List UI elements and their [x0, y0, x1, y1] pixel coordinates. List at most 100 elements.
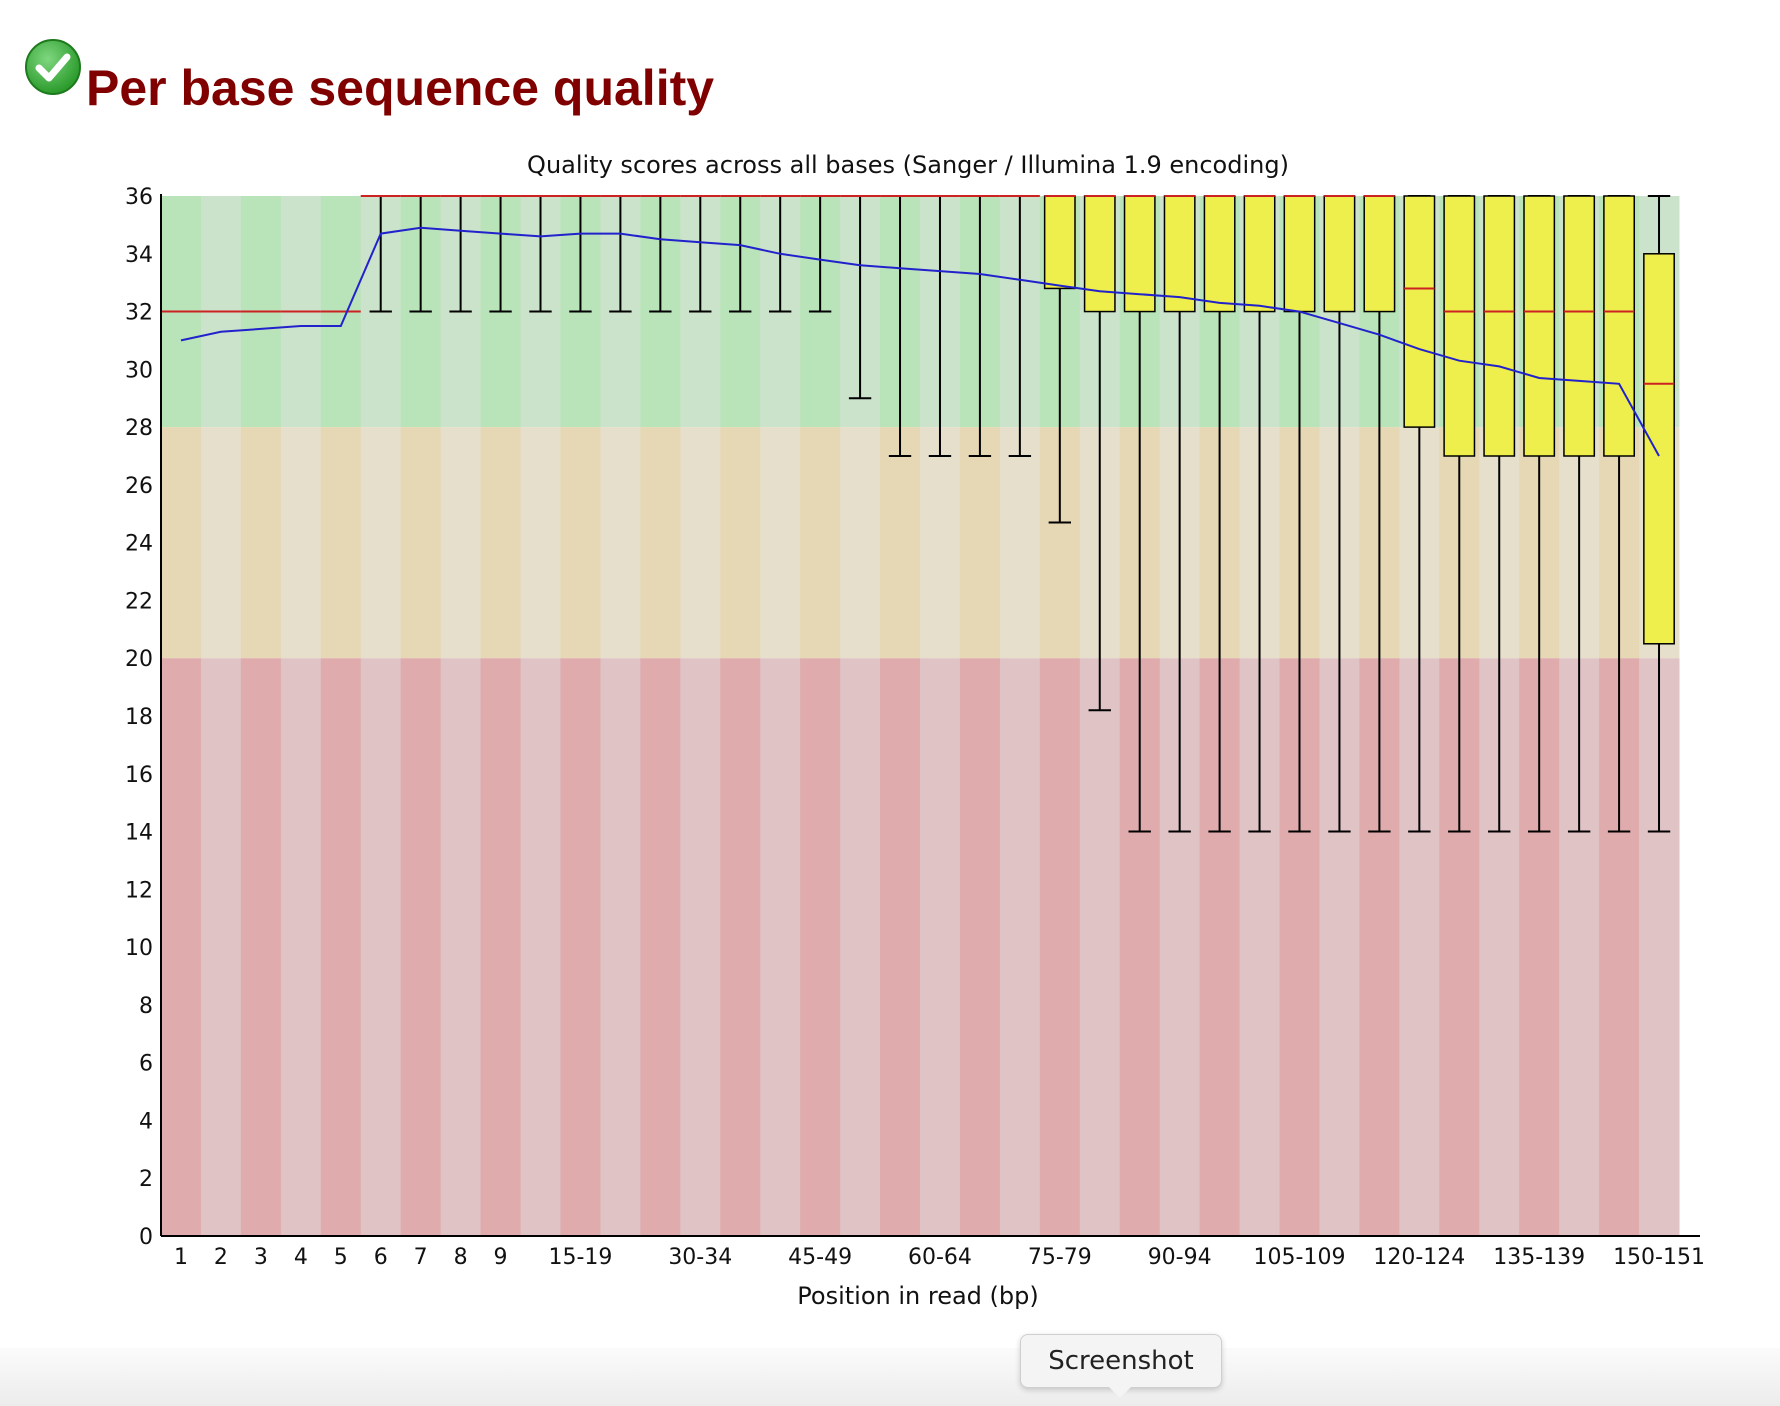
y-tick-label: 36	[125, 185, 153, 210]
iqr-box	[1083, 195, 1116, 313]
iqr-box	[1163, 195, 1196, 313]
zone-band-reasonable	[680, 427, 721, 659]
iqr-box	[1603, 195, 1636, 457]
zone-band-poor	[880, 658, 921, 1236]
zone-band-reasonable	[400, 427, 442, 659]
x-tick-label: 8	[454, 1245, 468, 1270]
zone-band-reasonable	[840, 427, 881, 659]
zone-band-reasonable	[920, 427, 961, 659]
iqr-box	[1563, 195, 1596, 457]
zone-band-poor	[280, 658, 322, 1236]
quality-zone-bands	[161, 196, 1680, 1236]
y-tick-label: 32	[125, 301, 153, 326]
x-tick-label: 120-124	[1373, 1245, 1465, 1270]
y-tick-label: 10	[125, 936, 153, 961]
module-title: Per base sequence quality	[86, 60, 715, 116]
zone-band-reasonable	[280, 427, 322, 659]
iqr-box	[1123, 195, 1156, 313]
box-plots	[161, 195, 1675, 833]
x-axis-label: Position in read (bp)	[797, 1282, 1038, 1310]
y-tick-label: 24	[125, 532, 153, 557]
zone-band-poor	[520, 658, 561, 1236]
zone-band-poor	[320, 658, 362, 1236]
tooltip-arrow	[1108, 1386, 1132, 1398]
x-tick-label: 135-139	[1493, 1245, 1585, 1270]
mean-line	[180, 226, 1660, 457]
zone-band-reasonable	[640, 427, 681, 659]
zone-band-poor	[600, 658, 641, 1236]
y-tick-label: 30	[125, 358, 153, 383]
iqr-box	[1323, 195, 1356, 313]
zone-band-poor	[400, 658, 442, 1236]
y-tick-label: 0	[139, 1225, 153, 1250]
zone-band-poor	[920, 658, 961, 1236]
x-tick-label: 45-49	[788, 1245, 852, 1270]
iqr-box	[1483, 195, 1516, 457]
y-tick-label: 12	[125, 878, 153, 903]
screenshot-tooltip: Screenshot	[1020, 1334, 1222, 1388]
y-tick-label: 6	[139, 1052, 153, 1077]
zone-band-poor	[240, 658, 282, 1236]
x-tick-label: 75-79	[1028, 1245, 1092, 1270]
x-tick-label: 90-94	[1148, 1245, 1212, 1270]
iqr-box	[1283, 195, 1316, 313]
zone-band-poor	[1079, 658, 1121, 1236]
x-tick-label: 1	[174, 1245, 188, 1270]
y-tick-label: 14	[125, 821, 153, 846]
x-tick-label: 2	[214, 1245, 228, 1270]
y-tick-label: 28	[125, 416, 153, 441]
x-tick-label: 7	[414, 1245, 428, 1270]
zone-band-reasonable	[560, 427, 601, 659]
zone-band-reasonable	[520, 427, 561, 659]
zone-band-reasonable	[880, 427, 921, 659]
iqr-box	[1043, 195, 1076, 290]
x-tick-label: 60-64	[908, 1245, 972, 1270]
y-tick-label: 16	[125, 763, 153, 788]
zone-band-poor	[1039, 658, 1081, 1236]
y-tick-label: 4	[139, 1109, 153, 1134]
zone-band-poor	[840, 658, 881, 1236]
y-tick-label: 34	[125, 243, 153, 268]
zone-band-poor	[480, 658, 522, 1236]
zone-band-reasonable	[240, 427, 282, 659]
iqr-box	[1403, 195, 1436, 428]
zone-band-reasonable	[760, 427, 801, 659]
x-tick-label: 6	[374, 1245, 388, 1270]
zone-band-poor	[999, 658, 1041, 1236]
y-tick-label: 18	[125, 705, 153, 730]
zone-band-poor	[959, 658, 1001, 1236]
y-tick-label: 22	[125, 589, 153, 614]
x-tick-label: 3	[254, 1245, 268, 1270]
x-tick-label: 9	[494, 1245, 508, 1270]
iqr-box	[1443, 195, 1476, 457]
zone-band-reasonable	[320, 427, 362, 659]
x-tick-label: 150-151	[1613, 1245, 1705, 1270]
y-tick-label: 8	[139, 994, 153, 1019]
mean-line-layer	[180, 226, 1660, 457]
iqr-box	[1243, 195, 1276, 313]
zone-band-poor	[640, 658, 681, 1236]
zone-band-reasonable	[600, 427, 641, 659]
iqr-box	[1363, 195, 1396, 313]
x-tick-label: 5	[334, 1245, 348, 1270]
y-tick-label: 20	[125, 647, 153, 672]
zone-band-poor	[440, 658, 482, 1236]
x-tick-label: 30-34	[668, 1245, 732, 1270]
iqr-box	[1203, 195, 1236, 313]
zone-band-poor	[760, 658, 801, 1236]
zone-band-poor	[560, 658, 601, 1236]
x-tick-label: 4	[294, 1245, 308, 1270]
zone-band-poor	[161, 658, 202, 1236]
zone-band-reasonable	[720, 427, 761, 659]
zone-band-reasonable	[480, 427, 522, 659]
zone-band-reasonable	[360, 427, 402, 659]
iqr-box	[1523, 195, 1556, 457]
x-tick-label: 15-19	[548, 1245, 612, 1270]
zone-band-reasonable	[999, 427, 1041, 659]
iqr-box	[1643, 253, 1675, 645]
zone-band-poor	[720, 658, 761, 1236]
zone-band-reasonable	[161, 427, 202, 659]
bottom-toolbar	[0, 1348, 1780, 1406]
